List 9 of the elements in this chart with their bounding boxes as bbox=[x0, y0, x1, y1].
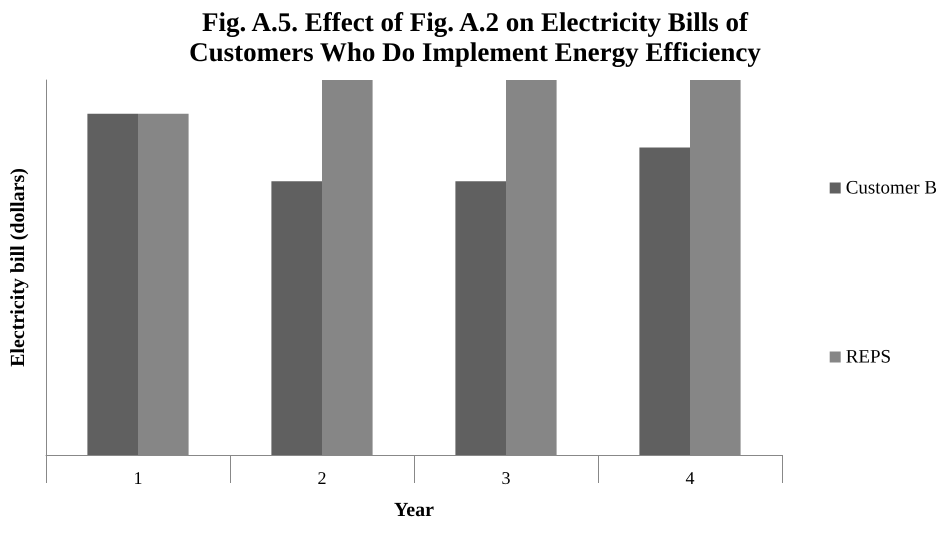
x-axis-title: Year bbox=[394, 499, 434, 521]
legend-label: REPS bbox=[846, 346, 892, 368]
x-tick-label: 4 bbox=[686, 468, 694, 488]
x-tick-label: 1 bbox=[134, 468, 142, 488]
y-axis-title: Electricity bill (dollars) bbox=[7, 168, 29, 367]
legend-label: Customer B bbox=[846, 178, 938, 198]
x-tick-label: 3 bbox=[502, 468, 510, 488]
x-tick-label: 2 bbox=[318, 468, 326, 488]
chart-title: Fig. A.5. Effect of Fig. A.2 on Electricity Bills of Customers Who Do Implement Energy Efficiency bbox=[189, 7, 762, 67]
